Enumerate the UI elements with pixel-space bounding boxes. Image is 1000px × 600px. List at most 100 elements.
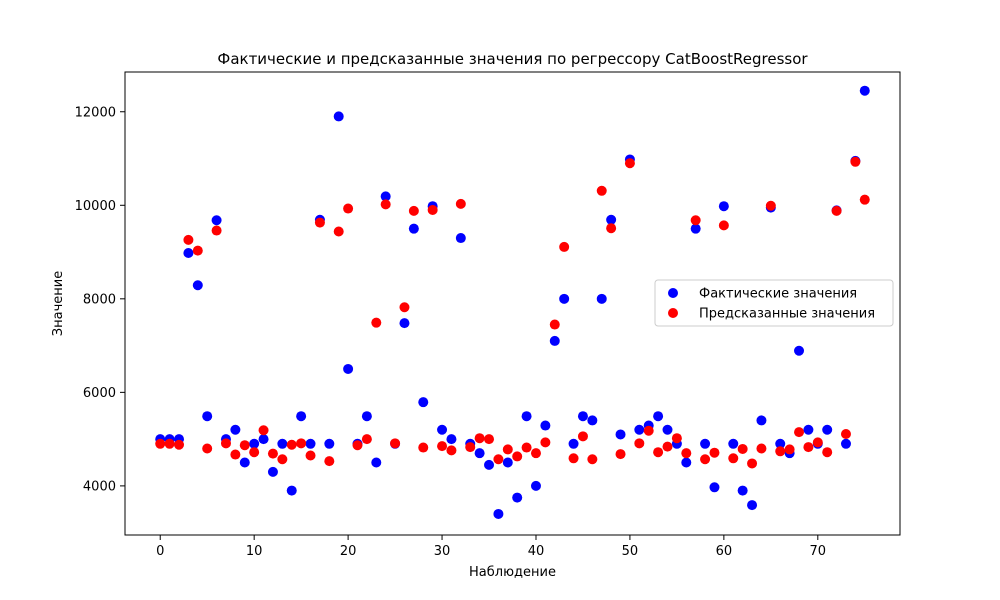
actual-point-26 [399, 318, 410, 329]
predicted-point-16 [305, 450, 316, 461]
actual-point-20 [343, 363, 354, 374]
predicted-point-71 [822, 447, 833, 458]
predicted-point-19 [333, 226, 344, 237]
actual-point-39 [521, 411, 532, 422]
predicted-point-38 [512, 451, 523, 462]
predicted-point-26 [399, 302, 410, 313]
predicted-point-53 [653, 447, 664, 458]
actual-point-41 [540, 420, 551, 431]
legend-label-actual: Фактические значения [699, 287, 857, 302]
x-tick-label-60: 60 [716, 544, 733, 559]
predicted-point-48 [606, 223, 617, 234]
predicted-point-40 [530, 448, 541, 459]
actual-point-46 [587, 415, 598, 426]
actual-point-32 [455, 233, 466, 244]
predicted-point-27 [408, 205, 419, 216]
predicted-point-12 [267, 448, 278, 459]
actual-point-63 [747, 500, 758, 511]
predicted-point-52 [643, 425, 654, 436]
plot-area [155, 85, 870, 519]
predicted-point-46 [587, 454, 598, 465]
predicted-point-39 [521, 442, 532, 453]
actual-point-12 [267, 466, 278, 477]
actual-point-35 [484, 459, 495, 470]
predicted-point-36 [493, 454, 504, 465]
actual-point-64 [756, 415, 767, 426]
predicted-point-68 [794, 427, 805, 438]
predicted-point-62 [737, 443, 748, 454]
predicted-point-3 [183, 234, 194, 245]
actual-point-13 [277, 438, 288, 449]
predicted-point-56 [681, 448, 692, 459]
actual-point-19 [333, 111, 344, 122]
actual-point-4 [192, 280, 203, 291]
predicted-point-2 [174, 439, 185, 450]
predicted-point-5 [202, 443, 213, 454]
legend-label-predicted: Предсказанные значения [699, 307, 875, 322]
predicted-point-65 [765, 200, 776, 211]
predicted-point-18 [324, 456, 335, 467]
y-tick-label-12000: 12000 [75, 105, 116, 120]
predicted-point-28 [418, 442, 429, 453]
predicted-point-25 [390, 438, 401, 449]
legend: Фактические значения Предсказанные значе… [654, 279, 894, 327]
actual-point-47 [596, 293, 607, 304]
predicted-point-34 [474, 433, 485, 444]
actual-point-54 [662, 424, 673, 435]
x-tick-label-0: 0 [156, 544, 164, 559]
predicted-point-69 [803, 442, 814, 453]
predicted-point-44 [568, 453, 579, 464]
predicted-point-54 [662, 441, 673, 452]
predicted-point-22 [361, 434, 372, 445]
predicted-point-57 [690, 215, 701, 226]
predicted-point-58 [700, 454, 711, 465]
predicted-point-32 [455, 198, 466, 209]
predicted-point-17 [314, 217, 325, 228]
predicted-point-15 [296, 438, 307, 449]
predicted-point-42 [549, 319, 560, 330]
predicted-point-61 [728, 453, 739, 464]
actual-point-43 [559, 293, 570, 304]
predicted-point-33 [465, 442, 476, 453]
actual-point-22 [361, 411, 372, 422]
predicted-point-30 [437, 441, 448, 452]
actual-point-34 [474, 448, 485, 459]
actual-point-30 [437, 424, 448, 435]
actual-point-27 [408, 223, 419, 234]
legend-marker-actual [668, 288, 678, 298]
predicted-point-23 [371, 317, 382, 328]
x-tick-label-20: 20 [340, 544, 357, 559]
predicted-point-63 [747, 458, 758, 469]
actual-point-40 [530, 480, 541, 491]
predicted-point-35 [484, 434, 495, 445]
predicted-point-10 [249, 447, 260, 458]
actual-point-6 [211, 215, 222, 226]
predicted-point-59 [709, 447, 720, 458]
x-tick-label-70: 70 [810, 544, 827, 559]
actual-point-56 [681, 457, 692, 468]
actual-point-66 [775, 438, 786, 449]
predicted-point-31 [446, 445, 457, 456]
chart-title: Фактические и предсказанные значения по … [217, 50, 808, 68]
actual-point-51 [634, 424, 645, 435]
legend-marker-predicted [668, 308, 678, 318]
x-tick-label-30: 30 [434, 544, 451, 559]
predicted-point-37 [502, 444, 513, 455]
actual-point-71 [822, 424, 833, 435]
predicted-point-73 [840, 428, 851, 439]
y-tick-label-10000: 10000 [75, 199, 116, 214]
predicted-point-4 [192, 245, 203, 256]
predicted-point-13 [277, 454, 288, 465]
actual-point-15 [296, 411, 307, 422]
plot-frame [124, 71, 901, 536]
actual-point-57 [690, 223, 701, 234]
predicted-point-29 [427, 204, 438, 215]
actual-point-49 [615, 429, 626, 440]
axes: 0 10 20 30 40 50 60 70 4000 6000 8000 10000 12000 [75, 105, 826, 559]
actual-point-18 [324, 438, 335, 449]
x-tick-label-40: 40 [528, 544, 545, 559]
actual-point-69 [803, 424, 814, 435]
predicted-point-55 [671, 433, 682, 444]
predicted-point-9 [239, 440, 250, 451]
predicted-point-50 [624, 158, 635, 169]
